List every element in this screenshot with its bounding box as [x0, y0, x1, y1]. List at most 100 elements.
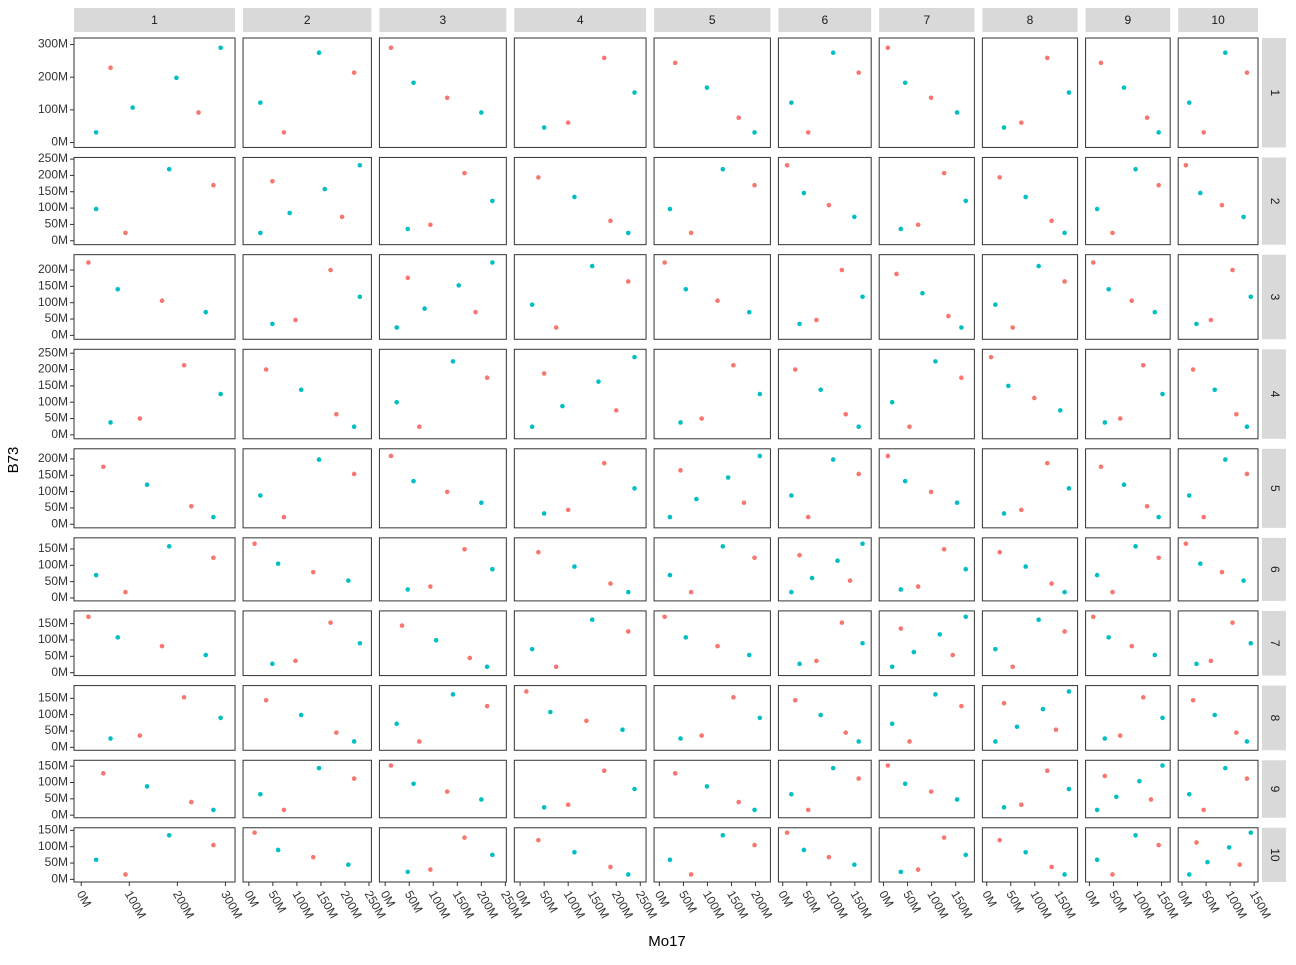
panel: [653, 448, 771, 529]
point: [1006, 383, 1011, 389]
x-tick-label: 50M: [1199, 888, 1223, 915]
point: [316, 765, 322, 771]
point: [351, 70, 357, 75]
point: [997, 175, 1002, 180]
panel: [777, 610, 872, 677]
point: [388, 453, 394, 459]
panel: [378, 156, 507, 246]
x-tick-label: 0M: [74, 888, 94, 909]
x-tick-label: 200M: [170, 888, 197, 921]
y-tick-label: 150M: [38, 758, 68, 772]
point: [1194, 321, 1199, 327]
point: [789, 100, 794, 105]
row-strip: [1262, 38, 1286, 148]
point: [450, 692, 456, 697]
point: [632, 486, 637, 491]
point: [1219, 569, 1225, 575]
column-strip-label: 6: [821, 13, 828, 27]
point: [1062, 872, 1067, 877]
point: [130, 105, 135, 110]
column-strip-label: 8: [1027, 13, 1034, 27]
point: [1001, 125, 1007, 130]
point: [941, 546, 947, 552]
point: [351, 424, 357, 430]
point: [1044, 460, 1050, 466]
point: [93, 206, 99, 212]
point: [826, 202, 832, 208]
panel: [1085, 827, 1171, 883]
point: [1114, 794, 1119, 800]
point: [281, 807, 287, 813]
point: [928, 95, 934, 101]
point: [1044, 768, 1050, 774]
point: [1223, 50, 1228, 56]
y-tick-label: 100M: [38, 295, 68, 309]
point: [553, 664, 559, 670]
point: [536, 549, 541, 555]
y-tick-label: 150M: [38, 378, 68, 392]
point: [1102, 736, 1108, 741]
point: [1049, 581, 1054, 586]
point: [1230, 620, 1235, 625]
panel: [513, 348, 647, 440]
point: [422, 306, 427, 311]
point: [736, 799, 741, 805]
panel: [777, 759, 872, 819]
point: [1023, 849, 1028, 855]
point: [963, 852, 969, 858]
point: [683, 286, 689, 292]
point: [898, 587, 904, 592]
point: [937, 632, 943, 637]
point: [218, 391, 223, 397]
point: [589, 263, 595, 269]
point: [1062, 629, 1067, 634]
point: [720, 544, 726, 549]
point: [584, 718, 589, 724]
point: [357, 294, 363, 300]
panel: [981, 156, 1079, 246]
column-strip-label: 3: [440, 13, 447, 27]
row-strip-label: 10: [1268, 848, 1282, 862]
point: [954, 110, 960, 115]
point: [997, 837, 1002, 843]
point: [889, 664, 895, 670]
panel: [378, 685, 507, 751]
row-strip: [1262, 537, 1286, 601]
y-tick-label: 100M: [38, 557, 68, 571]
point: [1019, 507, 1024, 513]
point: [959, 703, 964, 709]
point: [963, 614, 969, 620]
point: [907, 739, 912, 744]
point: [405, 587, 411, 592]
point: [203, 309, 209, 315]
y-tick-label: 200M: [38, 451, 68, 465]
point: [601, 55, 607, 61]
point: [218, 715, 223, 721]
y-tick-label: 100M: [38, 102, 68, 116]
point: [275, 561, 281, 566]
point: [667, 857, 673, 863]
row-strip-label: 9: [1268, 786, 1282, 793]
panel: [653, 254, 771, 340]
y-tick-label: 50M: [45, 723, 68, 737]
x-tick-label: 150M: [1247, 888, 1274, 921]
row-strip-label: 4: [1268, 391, 1282, 398]
panel: [513, 254, 647, 340]
panel: [378, 37, 507, 148]
x-tick-label: 150M: [314, 888, 341, 921]
point: [553, 325, 559, 330]
panel: [1177, 156, 1259, 246]
point: [625, 589, 631, 595]
point: [1152, 652, 1158, 658]
x-tick-label: 50M: [900, 888, 924, 915]
point: [678, 420, 683, 425]
point: [746, 652, 752, 658]
y-tick-label: 200M: [38, 69, 68, 83]
point: [1140, 695, 1146, 700]
point: [839, 620, 845, 625]
y-tick-label: 200M: [38, 168, 68, 182]
point: [310, 854, 316, 860]
point: [211, 182, 216, 188]
point: [490, 260, 495, 265]
